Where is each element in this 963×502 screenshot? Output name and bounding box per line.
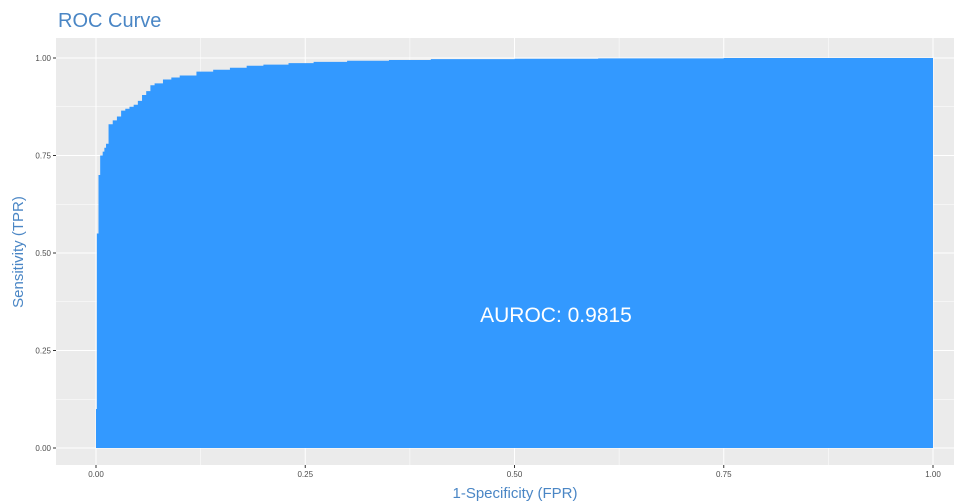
y-tick-label: 1.00 <box>35 54 51 63</box>
x-tick-label: 0.00 <box>88 470 104 479</box>
x-tick-label: 0.75 <box>716 470 732 479</box>
y-axis-title: Sensitivity (TPR) <box>10 196 27 308</box>
x-tick-label: 0.50 <box>507 470 523 479</box>
x-tick-label: 0.25 <box>297 470 313 479</box>
x-tick-label: 1.00 <box>925 470 941 479</box>
roc-area <box>96 58 933 448</box>
auroc-annotation: AUROC: 0.9815 <box>480 304 632 327</box>
y-tick-label: 0.25 <box>35 347 51 356</box>
y-tick-label: 0.50 <box>35 249 51 258</box>
y-tick-label: 0.00 <box>35 444 51 453</box>
y-axis-ticks: 0.00 0.25 0.50 0.75 1.00 <box>35 54 56 453</box>
y-tick-label: 0.75 <box>35 152 51 161</box>
chart-title: ROC Curve <box>58 10 161 32</box>
x-axis-ticks: 0.00 0.25 0.50 0.75 1.00 <box>88 465 941 479</box>
x-axis-title: 1-Specificity (FPR) <box>452 485 577 502</box>
